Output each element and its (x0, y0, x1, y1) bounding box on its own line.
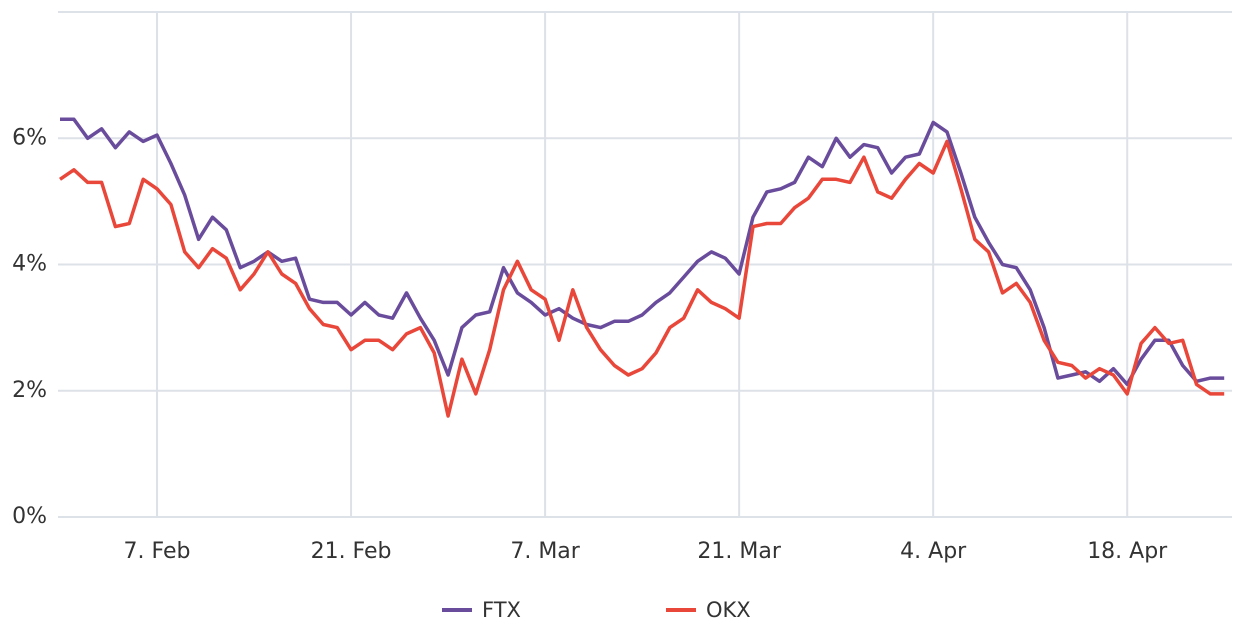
x-tick-label: 18. Apr (1087, 539, 1168, 564)
x-tick-label: 7. Mar (510, 539, 580, 564)
series-line (59, 139, 1225, 418)
legend-label: OKX (706, 598, 751, 622)
y-tick-label: 0% (12, 504, 47, 529)
y-tick-label: 6% (12, 125, 47, 150)
series-line (60, 117, 1225, 387)
x-tick-label: 21. Feb (311, 539, 392, 564)
legend-label: FTX (482, 598, 521, 622)
y-tick-label: 2% (12, 378, 47, 403)
y-tick-label: 4% (12, 252, 47, 277)
x-tick-label: 4. Apr (900, 539, 967, 564)
x-tick-label: 21. Mar (697, 539, 781, 564)
x-tick-label: 7. Feb (124, 539, 191, 564)
